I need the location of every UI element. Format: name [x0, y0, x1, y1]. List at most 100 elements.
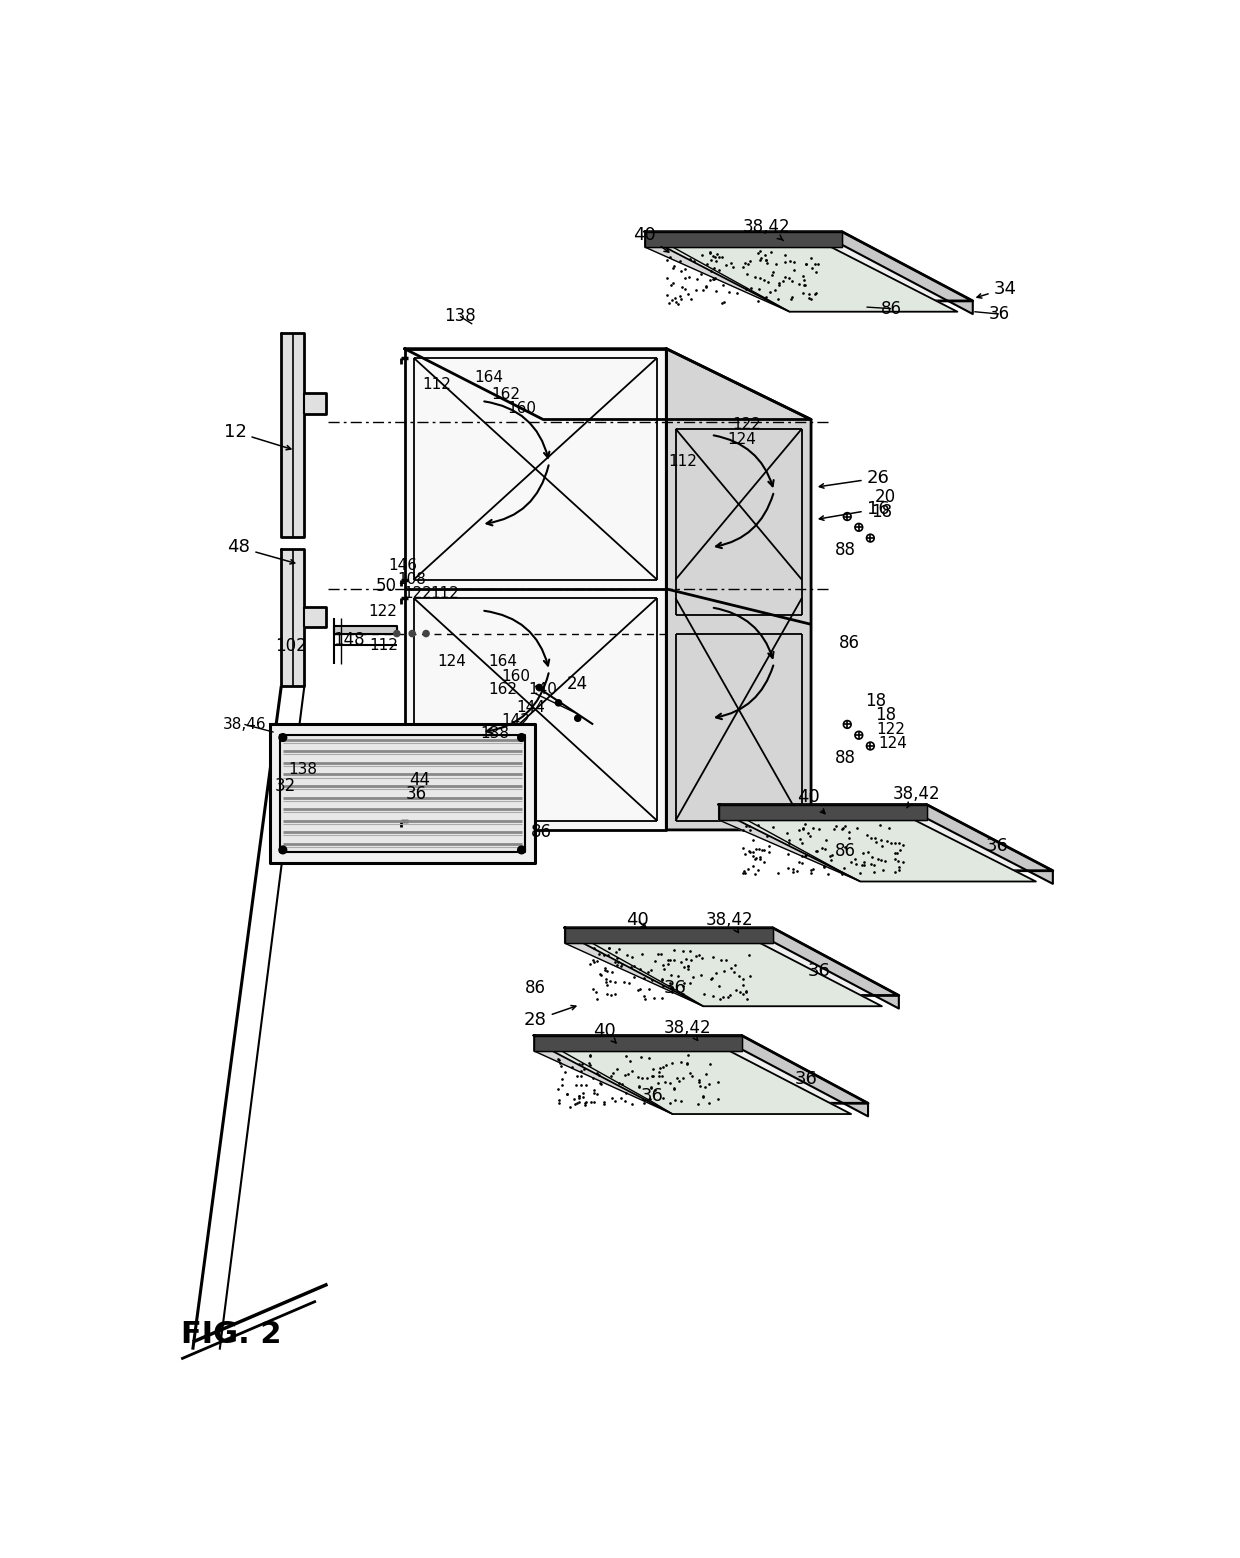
Polygon shape	[534, 1036, 742, 1052]
Text: 162: 162	[489, 681, 517, 696]
Text: 44: 44	[409, 771, 430, 788]
Text: 162: 162	[491, 386, 521, 402]
Text: 122: 122	[877, 721, 905, 737]
Text: 88: 88	[835, 749, 856, 767]
Circle shape	[517, 846, 526, 854]
Polygon shape	[281, 548, 326, 686]
Polygon shape	[734, 818, 1035, 882]
Text: 138: 138	[480, 726, 510, 742]
Text: 38,42: 38,42	[893, 785, 940, 809]
Text: 160: 160	[502, 670, 531, 684]
Circle shape	[394, 631, 399, 637]
Text: 36: 36	[986, 837, 1009, 855]
Text: 40: 40	[634, 226, 668, 252]
Circle shape	[423, 631, 429, 637]
Text: 48: 48	[227, 539, 295, 564]
Text: 88: 88	[835, 541, 856, 559]
Polygon shape	[773, 927, 899, 1008]
Text: 86: 86	[835, 841, 856, 860]
Text: 36: 36	[807, 961, 831, 980]
Polygon shape	[645, 232, 790, 312]
Polygon shape	[564, 927, 773, 943]
Text: 36: 36	[405, 785, 427, 802]
Polygon shape	[719, 804, 861, 882]
Text: 112: 112	[668, 453, 698, 469]
Text: 142: 142	[502, 714, 531, 728]
Text: 160: 160	[508, 402, 537, 416]
Text: 26: 26	[820, 469, 889, 488]
Polygon shape	[666, 349, 811, 830]
Polygon shape	[842, 232, 972, 315]
Text: 20: 20	[875, 488, 897, 505]
Polygon shape	[334, 626, 397, 634]
Polygon shape	[926, 804, 1053, 883]
Text: FIG. 2: FIG. 2	[181, 1320, 281, 1349]
Text: 86: 86	[531, 823, 552, 841]
Text: 164: 164	[489, 654, 517, 668]
Text: 138: 138	[289, 762, 317, 776]
Polygon shape	[549, 1050, 851, 1114]
Text: 112: 112	[370, 639, 398, 653]
Circle shape	[536, 684, 542, 690]
Text: 40: 40	[797, 788, 825, 813]
Text: 40: 40	[626, 911, 649, 929]
Text: 36: 36	[795, 1070, 818, 1087]
Text: 146: 146	[388, 558, 418, 573]
Circle shape	[279, 846, 286, 854]
Text: 28: 28	[525, 1005, 575, 1030]
Text: 102: 102	[275, 637, 306, 654]
Text: 34: 34	[977, 279, 1017, 298]
Text: 122: 122	[403, 586, 432, 601]
Text: 124: 124	[878, 737, 908, 751]
Text: 18: 18	[875, 706, 897, 724]
Polygon shape	[580, 941, 882, 1006]
Polygon shape	[534, 1036, 672, 1114]
Circle shape	[409, 631, 415, 637]
Text: 140: 140	[528, 682, 558, 698]
Text: 108: 108	[398, 572, 427, 587]
Text: 122: 122	[732, 416, 761, 432]
Text: 148: 148	[334, 631, 365, 648]
Text: 40: 40	[593, 1022, 616, 1042]
Text: 38,42: 38,42	[706, 911, 753, 933]
Polygon shape	[742, 1036, 868, 1117]
Polygon shape	[719, 804, 926, 820]
Text: 36: 36	[988, 305, 1009, 323]
Circle shape	[574, 715, 580, 721]
Circle shape	[517, 734, 526, 742]
Polygon shape	[404, 349, 811, 419]
Text: 86: 86	[525, 978, 546, 997]
Circle shape	[279, 734, 286, 742]
Text: 24: 24	[567, 675, 588, 693]
Polygon shape	[564, 927, 899, 996]
Text: 36: 36	[641, 1086, 663, 1105]
Polygon shape	[660, 245, 957, 312]
Text: 112: 112	[430, 586, 459, 601]
Text: 86: 86	[839, 634, 861, 651]
Polygon shape	[564, 927, 703, 1006]
Text: 38,42: 38,42	[743, 218, 790, 240]
Polygon shape	[404, 349, 666, 830]
Text: 124: 124	[728, 432, 756, 447]
Text: 112: 112	[423, 377, 451, 391]
Text: 122: 122	[368, 605, 397, 620]
Polygon shape	[719, 804, 1053, 871]
Polygon shape	[645, 232, 842, 248]
Text: 12: 12	[223, 422, 291, 450]
Text: 38,42: 38,42	[665, 1019, 712, 1041]
Text: 36: 36	[665, 978, 687, 997]
Text: 138: 138	[444, 307, 476, 326]
Text: 16: 16	[820, 500, 889, 520]
Text: 18: 18	[872, 503, 893, 520]
Text: 86: 86	[880, 299, 901, 318]
Circle shape	[556, 700, 562, 706]
Polygon shape	[645, 232, 972, 301]
Polygon shape	[534, 1036, 868, 1103]
Text: 164: 164	[475, 369, 503, 385]
Text: 38,46: 38,46	[222, 717, 267, 732]
Polygon shape	[280, 735, 525, 852]
Text: 18: 18	[866, 692, 887, 710]
Text: 144: 144	[516, 700, 546, 715]
Polygon shape	[281, 333, 326, 538]
Text: 50: 50	[376, 576, 397, 595]
